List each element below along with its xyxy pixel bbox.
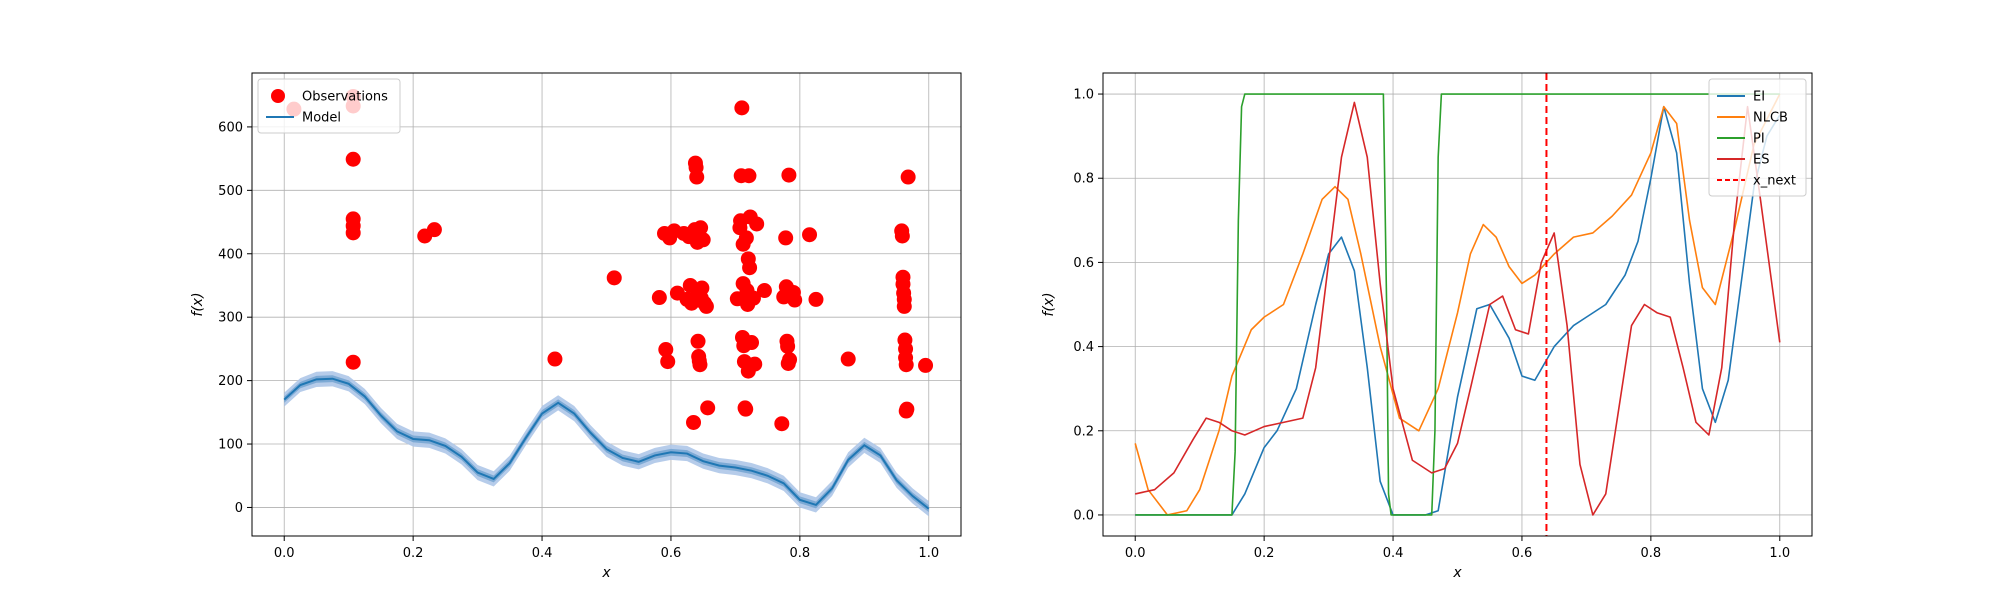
- observation-point: [778, 230, 793, 245]
- y-tick-label: 0.6: [1073, 256, 1094, 271]
- legend-label: NLCB: [1753, 111, 1788, 126]
- observation-point: [895, 229, 910, 244]
- x-axis-label: x: [1452, 565, 1462, 581]
- observation-point: [901, 170, 916, 185]
- observation-point: [741, 168, 756, 183]
- legend-label: PI: [1753, 132, 1765, 147]
- x-tick-label: 0.8: [1641, 546, 1662, 561]
- observation-point: [781, 168, 796, 183]
- observation-point: [749, 216, 764, 231]
- observation-point: [918, 358, 933, 373]
- x-tick-label: 1.0: [918, 546, 939, 561]
- observation-point: [782, 352, 797, 367]
- legend-marker: [271, 89, 285, 103]
- observation-point: [346, 355, 361, 370]
- observation-point: [346, 152, 361, 167]
- y-tick-label: 0: [235, 501, 243, 516]
- observation-point: [692, 357, 707, 372]
- x-tick-label: 0.2: [1254, 546, 1275, 561]
- x-axis-label: x: [601, 565, 611, 581]
- x-tick-label: 1.0: [1769, 546, 1790, 561]
- legend-label: EI: [1753, 90, 1765, 105]
- y-tick-label: 0.2: [1073, 424, 1094, 439]
- legend-label: x_next: [1753, 174, 1796, 189]
- observation-point: [652, 290, 667, 305]
- x-tick-label: 0.0: [1125, 546, 1146, 561]
- x-tick-label: 0.6: [661, 546, 682, 561]
- observation-point: [899, 357, 914, 372]
- legend-label: ES: [1753, 153, 1769, 168]
- observation-point: [757, 283, 772, 298]
- x-tick-label: 0.6: [1512, 546, 1533, 561]
- observation-point: [700, 400, 715, 415]
- observation-point: [696, 232, 711, 247]
- y-tick-label: 500: [218, 184, 243, 199]
- legend-label: Observations: [302, 90, 388, 105]
- y-tick-label: 1.0: [1073, 88, 1094, 103]
- observation-point: [427, 222, 442, 237]
- y-tick-label: 300: [218, 311, 243, 326]
- observation-point: [897, 299, 912, 314]
- x-tick-label: 0.4: [532, 546, 553, 561]
- y-axis-label: f(x): [1041, 292, 1057, 316]
- observation-point: [808, 292, 823, 307]
- observation-point: [747, 357, 762, 372]
- observation-point: [742, 260, 757, 275]
- y-tick-label: 0.4: [1073, 340, 1094, 355]
- observation-point: [694, 281, 709, 296]
- y-axis-label: f(x): [190, 292, 206, 316]
- observation-point: [699, 299, 714, 314]
- y-tick-label: 200: [218, 374, 243, 389]
- observation-point: [689, 170, 704, 185]
- observation-point: [691, 334, 706, 349]
- observation-point: [802, 227, 817, 242]
- observation-point: [734, 100, 749, 115]
- observation-point: [787, 293, 802, 308]
- x-tick-label: 0.4: [1383, 546, 1404, 561]
- legend: EI NLCB PI ES x_next: [1709, 79, 1806, 196]
- observation-point: [899, 402, 914, 417]
- observation-point: [739, 230, 754, 245]
- observation-point: [547, 352, 562, 367]
- observation-point: [660, 354, 675, 369]
- y-tick-label: 0.0: [1073, 508, 1094, 523]
- observation-point: [607, 270, 622, 285]
- observation-point: [686, 415, 701, 430]
- observation-point: [841, 352, 856, 367]
- y-tick-label: 0.8: [1073, 172, 1094, 187]
- observation-point: [346, 225, 361, 240]
- observation-point: [774, 416, 789, 431]
- y-tick-label: 100: [218, 438, 243, 453]
- legend-label: Model: [302, 111, 341, 126]
- y-tick-label: 600: [218, 120, 243, 135]
- observation-point: [738, 402, 753, 417]
- observation-point: [744, 335, 759, 350]
- legend: Observations Model: [258, 79, 400, 133]
- observation-point: [780, 339, 795, 354]
- x-tick-label: 0.8: [790, 546, 811, 561]
- x-tick-label: 0.2: [403, 546, 424, 561]
- y-tick-label: 400: [218, 247, 243, 262]
- x-tick-label: 0.0: [274, 546, 295, 561]
